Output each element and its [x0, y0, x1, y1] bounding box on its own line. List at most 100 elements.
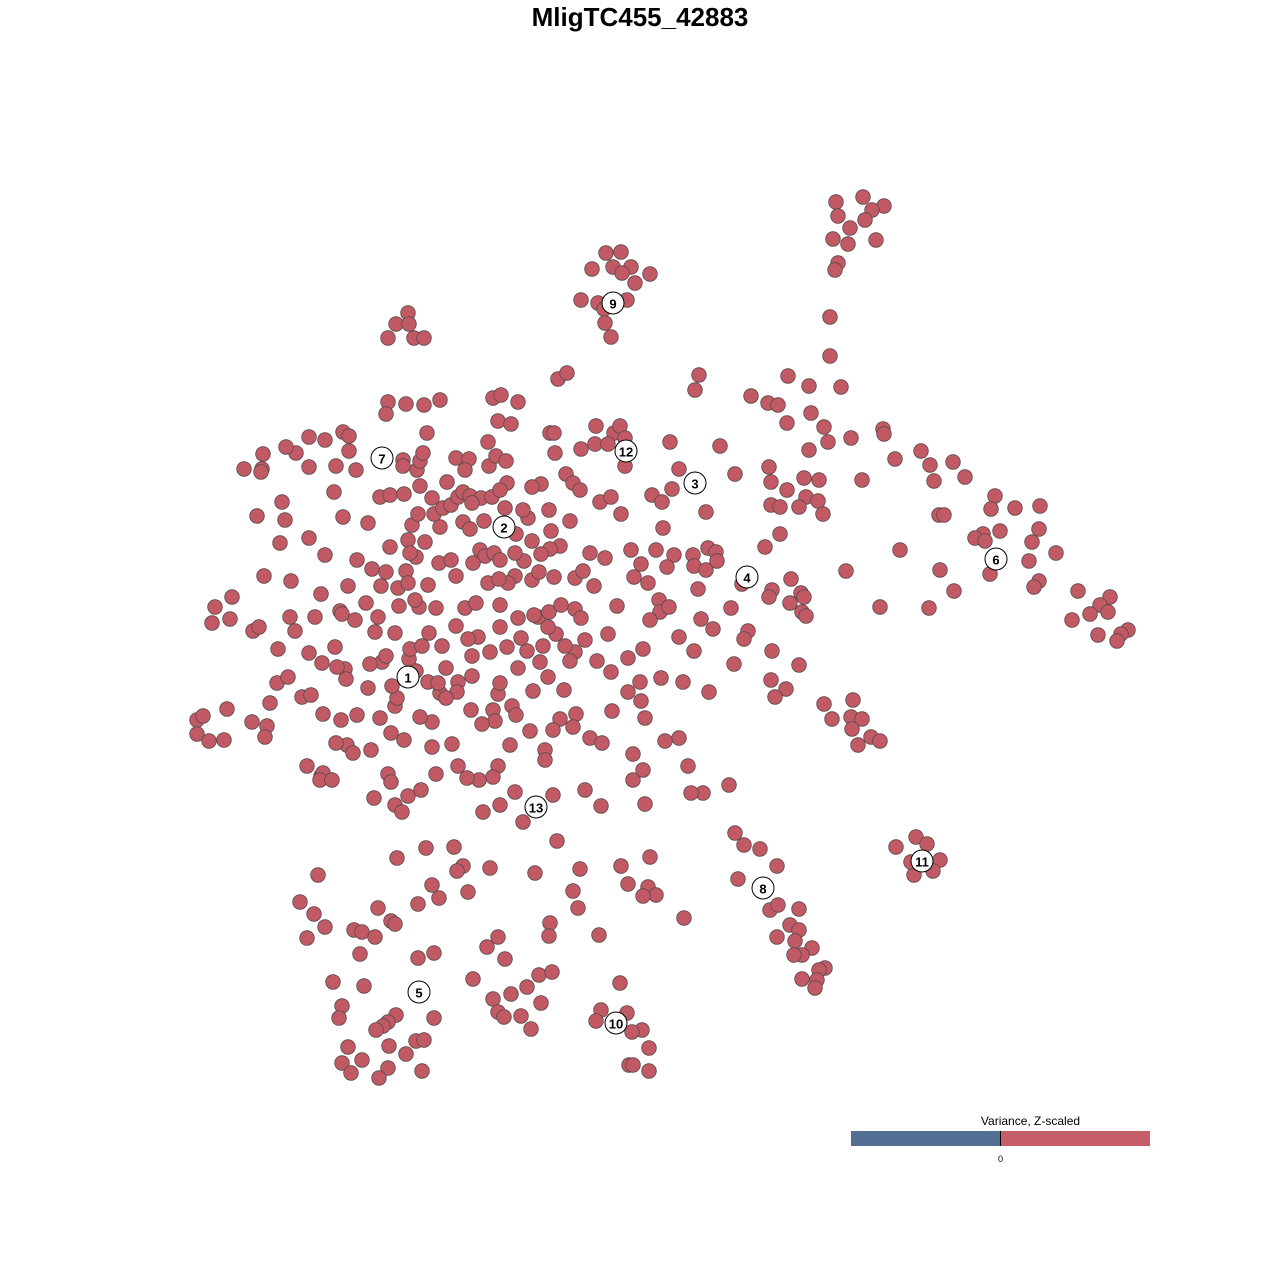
data-point [736, 631, 752, 647]
data-point [327, 639, 343, 655]
data-point [589, 653, 605, 669]
data-point [908, 829, 924, 845]
data-point [825, 231, 841, 247]
cluster-label-badge [751, 876, 775, 900]
data-point [410, 506, 426, 522]
data-point [464, 648, 480, 664]
data-point [721, 777, 737, 793]
data-point [463, 702, 479, 718]
cluster-label-7: 7 [370, 446, 394, 470]
data-point [654, 494, 670, 510]
data-point [492, 619, 508, 635]
data-point [513, 1008, 529, 1024]
data-point [957, 469, 973, 485]
data-point [301, 530, 317, 546]
data-point [769, 929, 785, 945]
data-point [659, 559, 675, 575]
data-point [572, 482, 588, 498]
data-point [625, 772, 641, 788]
data-point [301, 459, 317, 475]
data-point [272, 535, 288, 551]
data-point [533, 546, 549, 562]
data-point [946, 583, 962, 599]
cluster-label-10: 10 [604, 1011, 628, 1035]
data-point [549, 833, 565, 849]
data-point [410, 950, 426, 966]
data-point [334, 606, 350, 622]
data-point [945, 454, 961, 470]
cluster-label-badge [370, 446, 394, 470]
data-point [811, 472, 827, 488]
data-point [490, 929, 506, 945]
legend-colorbar [851, 1131, 1150, 1146]
data-point [490, 413, 506, 429]
data-point [705, 621, 721, 637]
data-point [448, 568, 464, 584]
data-point [282, 609, 298, 625]
data-point [446, 839, 462, 855]
data-point [413, 782, 429, 798]
data-point [545, 722, 561, 738]
data-point [553, 597, 569, 613]
data-point [306, 906, 322, 922]
data-point [491, 571, 507, 587]
cluster-label-text: 1 [404, 671, 411, 686]
data-point [600, 436, 616, 452]
data-point [613, 858, 629, 874]
data-point [383, 725, 399, 741]
data-point [448, 618, 464, 634]
data-point [620, 684, 636, 700]
data-point [850, 737, 866, 753]
data-point [189, 726, 205, 742]
data-point [624, 1024, 640, 1040]
data-point [348, 462, 364, 478]
cluster-label-badge [396, 665, 420, 689]
data-point [833, 379, 849, 395]
data-point [519, 643, 535, 659]
data-point [577, 782, 593, 798]
data-point [535, 638, 551, 654]
data-point [588, 418, 604, 434]
data-point [438, 690, 454, 706]
data-point [498, 453, 514, 469]
data-point [360, 680, 376, 696]
cluster-label-11: 11 [910, 849, 934, 873]
data-point [482, 860, 498, 876]
data-point [416, 1032, 432, 1048]
data-point [542, 915, 558, 931]
data-point [779, 415, 795, 431]
cluster-label-3: 3 [683, 471, 707, 495]
data-point [872, 599, 888, 615]
data-point [843, 430, 859, 446]
data-point [464, 495, 480, 511]
data-point [1064, 612, 1080, 628]
data-point [1021, 553, 1037, 569]
data-point [270, 641, 286, 657]
data-point [426, 945, 442, 961]
data-point [414, 638, 430, 654]
data-point [387, 625, 403, 641]
data-point [820, 434, 836, 450]
data-point [244, 714, 260, 730]
data-point [1048, 545, 1064, 561]
data-point [492, 675, 508, 691]
data-point [381, 1038, 397, 1054]
data-point [438, 660, 454, 676]
data-point [262, 695, 278, 711]
data-point [691, 367, 707, 383]
data-point [709, 553, 725, 569]
data-point [796, 589, 812, 605]
data-point [868, 232, 884, 248]
cluster-label-badge [910, 849, 934, 873]
data-point [983, 501, 999, 517]
data-point [492, 597, 508, 613]
data-point [1109, 633, 1125, 649]
data-point [794, 971, 810, 987]
data-point [426, 1010, 442, 1026]
data-point [419, 425, 435, 441]
data-point [565, 883, 581, 899]
cluster-label-badge [984, 547, 1008, 571]
data-point [586, 578, 602, 594]
data-point [1032, 498, 1048, 514]
